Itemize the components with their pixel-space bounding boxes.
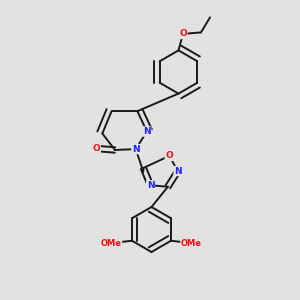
- Text: O: O: [165, 152, 173, 160]
- Text: N: N: [143, 127, 151, 136]
- Text: O: O: [92, 144, 100, 153]
- Text: N: N: [132, 145, 140, 154]
- Text: O: O: [179, 29, 187, 38]
- Text: N: N: [174, 167, 182, 176]
- Text: N: N: [147, 181, 154, 190]
- Text: OMe: OMe: [181, 239, 202, 248]
- Text: OMe: OMe: [100, 239, 122, 248]
